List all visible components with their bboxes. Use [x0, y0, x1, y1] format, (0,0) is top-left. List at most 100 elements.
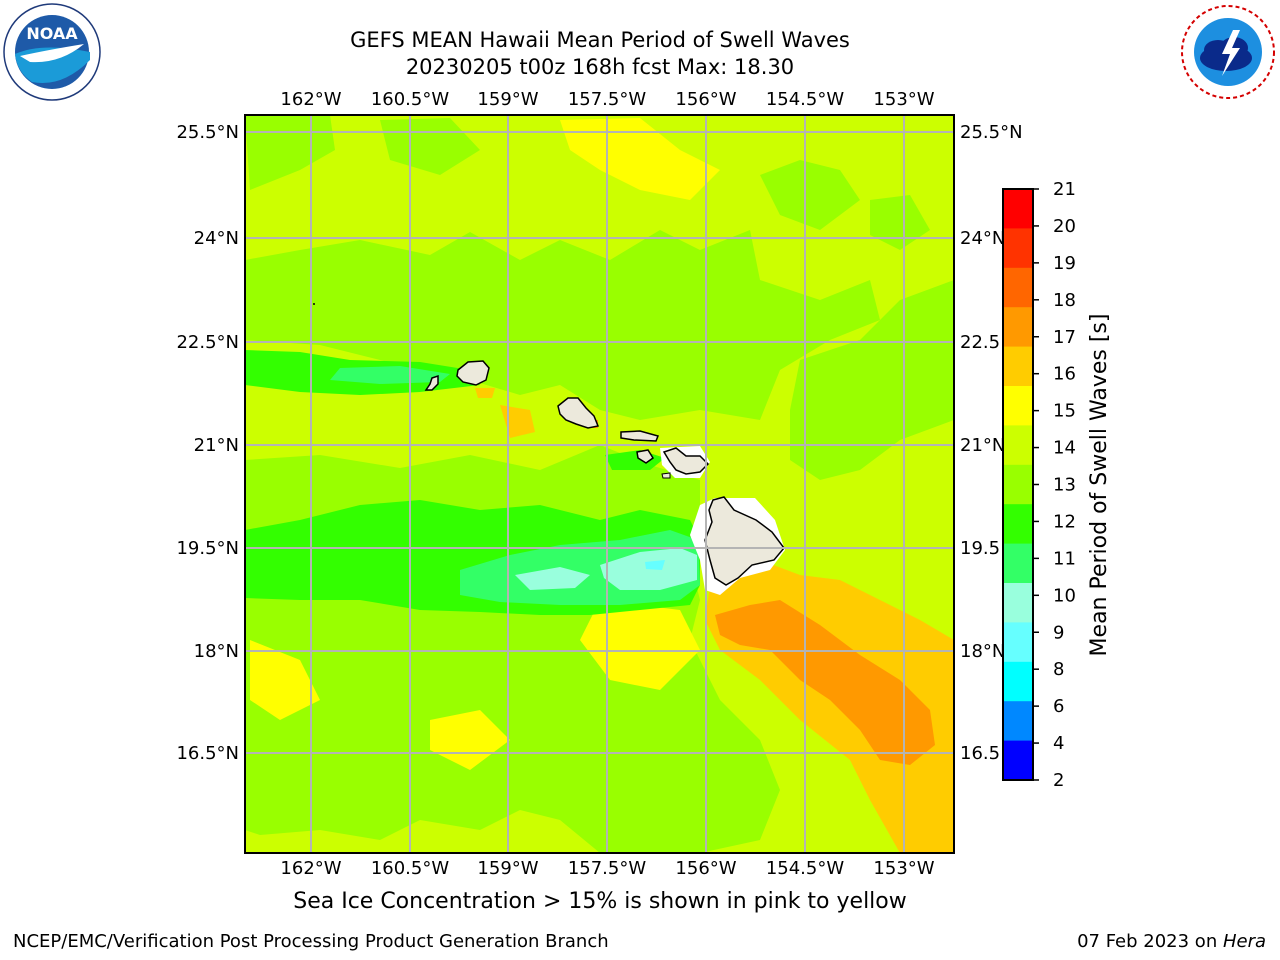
- colorbar-tick-label: 11: [1053, 548, 1076, 569]
- colorbar-tick-label: 19: [1053, 253, 1076, 274]
- island-kahoolawe: [661, 472, 671, 479]
- island-oahu: [557, 397, 600, 429]
- footer-date: 07 Feb 2023 on Hera: [1077, 931, 1266, 952]
- colorbar: 21 20 19 18 17 16 15 14 13 12 11 10 9 8 6 4 2: [1003, 179, 1076, 791]
- lon-label-bottom: 156°W: [675, 858, 736, 879]
- map-subtitle: 20230205 t00z 168h fcst Max: 18.30: [405, 55, 795, 79]
- island-dot: [313, 303, 315, 305]
- lon-label-bottom: 160.5°W: [371, 858, 450, 879]
- lon-label-bottom: 162°W: [280, 858, 341, 879]
- nws-logo: [1181, 5, 1275, 99]
- lat-label-right: 24°N: [960, 228, 1005, 249]
- lon-label-top: 154.5°W: [766, 89, 845, 110]
- lat-label-left: 19.5°N: [176, 538, 239, 559]
- field-cyan: [645, 560, 665, 570]
- map-frame: [244, 114, 955, 854]
- footer-date-text: 07 Feb 2023 on: [1077, 931, 1223, 952]
- lon-label-bottom: 157.5°W: [568, 858, 647, 879]
- colorbar-segment: [1003, 464, 1033, 505]
- lon-label-bottom: 154.5°W: [766, 858, 845, 879]
- lon-label-top: 160.5°W: [371, 89, 450, 110]
- lat-label-right: 16.5: [960, 743, 1000, 764]
- lon-label-bottom: 159°W: [477, 858, 538, 879]
- lat-label-left: 25.5°N: [176, 122, 239, 143]
- colorbar-tick-label: 4: [1053, 733, 1064, 754]
- field-yellow: [580, 600, 700, 690]
- lat-label-left: 24°N: [194, 228, 239, 249]
- swell-period-field: [245, 115, 954, 853]
- lon-label-top: 157.5°W: [568, 89, 647, 110]
- field-orange-light: [475, 388, 495, 398]
- field-green-light: [245, 115, 335, 190]
- lon-label-bottom: 153°W: [873, 858, 934, 879]
- field-green-light: [790, 280, 954, 480]
- colorbar-tick-label: 15: [1053, 401, 1076, 422]
- field-green-light: [245, 230, 880, 420]
- colorbar-segment: [1003, 543, 1033, 584]
- lat-label-left: 21°N: [194, 435, 239, 456]
- colorbar-tick-label: 8: [1053, 659, 1064, 680]
- colorbar-segment: [1003, 425, 1033, 466]
- field-green-light: [870, 195, 930, 250]
- colorbar-segment: [1003, 228, 1033, 269]
- footer-host: Hera: [1222, 931, 1266, 952]
- lat-label-right: 21°N: [960, 435, 1005, 456]
- island-hawaii: [704, 496, 785, 586]
- colorbar-segment: [1003, 622, 1033, 663]
- colorbar-segment: [1003, 307, 1033, 348]
- colorbar-tick-label: 14: [1053, 438, 1076, 459]
- noaa-logo-text: NOAA: [26, 24, 78, 43]
- field-yellow: [430, 710, 510, 770]
- colorbar-tick-label: 21: [1053, 179, 1076, 200]
- lon-label-top: 159°W: [477, 89, 538, 110]
- island-kauai: [456, 360, 490, 386]
- lat-label-left: 16.5°N: [176, 743, 239, 764]
- map-title: GEFS MEAN Hawaii Mean Period of Swell Wa…: [350, 28, 850, 52]
- lon-label-top: 153°W: [873, 89, 934, 110]
- field-yellow: [250, 640, 320, 720]
- lat-label-right: 22.5: [960, 332, 1000, 353]
- colorbar-segment: [1003, 740, 1033, 781]
- lat-label-right: 18°N: [960, 641, 1005, 662]
- colorbar-tick-label: 2: [1053, 770, 1064, 791]
- colorbar-tick-label: 10: [1053, 585, 1076, 606]
- colorbar-segment: [1003, 583, 1033, 623]
- grid-lines: [245, 115, 954, 853]
- colorbar-tick-label: 12: [1053, 511, 1076, 532]
- field-orange: [715, 600, 935, 765]
- colorbar-tick-label: 9: [1053, 622, 1064, 643]
- colorbar-segment: [1003, 346, 1033, 387]
- lon-label-top: 156°W: [675, 89, 736, 110]
- colorbar-tick-label: 18: [1053, 290, 1076, 311]
- island-niihau: [424, 374, 439, 391]
- colorbar-tick-label: 13: [1053, 475, 1076, 496]
- colorbar-tick-label: 20: [1053, 216, 1076, 237]
- colorbar-segment: [1003, 504, 1033, 545]
- field-green-light: [760, 160, 860, 230]
- colorbar-segment: [1003, 661, 1033, 702]
- colorbar-tick-label: 16: [1053, 364, 1076, 385]
- colorbar-tick-label: 6: [1053, 696, 1064, 717]
- colorbar-segment: [1003, 267, 1033, 308]
- lon-label-top: 162°W: [280, 89, 341, 110]
- colorbar-segment: [1003, 189, 1033, 229]
- footer-branch: NCEP/EMC/Verification Post Processing Pr…: [13, 931, 609, 952]
- field-aqua: [515, 567, 590, 590]
- colorbar-tick-label: 17: [1053, 327, 1076, 348]
- field-yellow: [560, 118, 720, 200]
- colorbar-label: Mean Period of Swell Waves [s]: [1087, 314, 1112, 657]
- lat-label-left: 22.5°N: [176, 332, 239, 353]
- field-green-sea: [330, 366, 450, 384]
- colorbar-frame: [1002, 188, 1034, 781]
- colorbar-segment: [1003, 386, 1033, 426]
- lat-label-right: 25.5°N: [960, 122, 1023, 143]
- island-maui: [662, 447, 710, 475]
- island-molokai: [620, 430, 660, 442]
- sea-ice-note: Sea Ice Concentration > 15% is shown in …: [293, 889, 907, 914]
- island-lanai: [636, 449, 655, 464]
- lat-label-right: 19.5: [960, 538, 1000, 559]
- lat-label-left: 18°N: [194, 641, 239, 662]
- colorbar-segment: [1003, 701, 1033, 742]
- noaa-logo: NOAA: [3, 3, 101, 101]
